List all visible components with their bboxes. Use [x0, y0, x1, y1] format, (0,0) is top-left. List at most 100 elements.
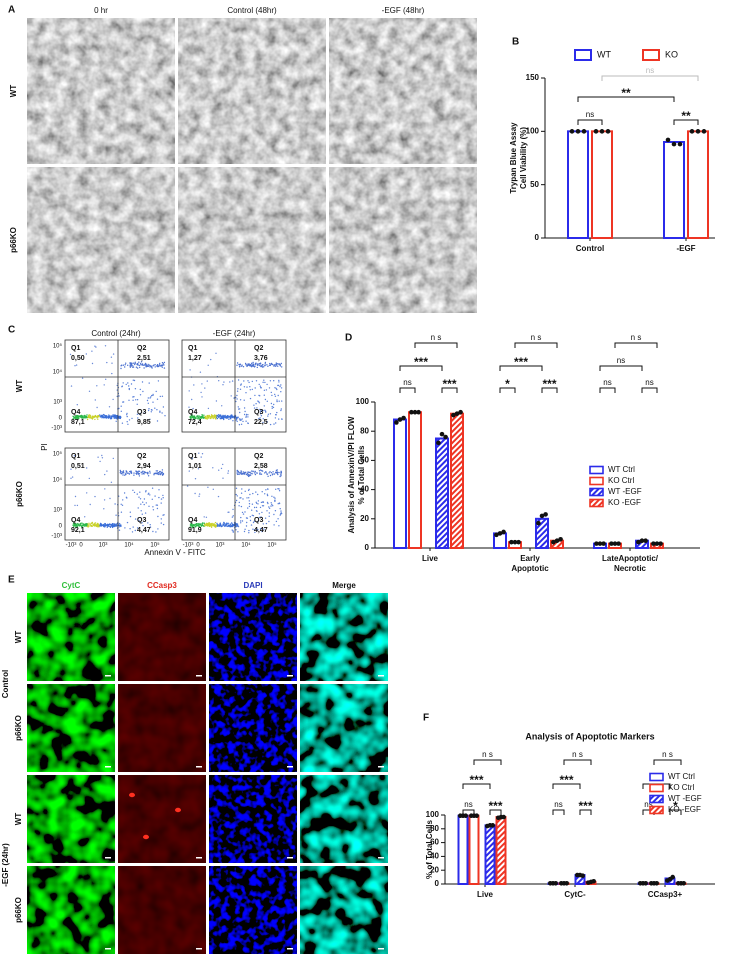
event-dot — [254, 394, 256, 397]
group-label: Control — [1, 670, 10, 698]
event-dot — [127, 423, 129, 425]
event-dot — [252, 361, 254, 364]
event-dot — [269, 423, 272, 426]
event-dot — [149, 418, 151, 420]
y-axis-label: % of Total Cells — [425, 819, 434, 879]
event-dot — [240, 516, 242, 519]
scale-bar — [196, 766, 202, 768]
event-dot — [111, 372, 113, 375]
event-dot — [152, 393, 154, 396]
event-dot — [249, 364, 251, 366]
event-dot — [153, 472, 155, 475]
event-dot — [116, 384, 118, 387]
event-dot — [197, 416, 199, 418]
event-dot — [260, 387, 262, 389]
event-dot — [258, 402, 261, 404]
event-dot — [104, 526, 106, 528]
event-dot — [238, 424, 241, 426]
x-tick-label: Necrotic — [614, 564, 647, 573]
event-dot — [237, 470, 240, 473]
event-dot — [257, 500, 260, 502]
event-dot — [149, 494, 151, 496]
event-dot — [127, 364, 129, 366]
quadrant-value: 9,85 — [137, 419, 151, 426]
event-dot — [245, 416, 247, 418]
event-dot — [137, 472, 139, 474]
data-point — [636, 539, 641, 545]
x-tick-label: Control — [576, 244, 604, 253]
event-dot — [83, 417, 85, 419]
event-dot — [232, 531, 234, 533]
event-dot — [103, 499, 106, 501]
event-dot — [264, 493, 266, 495]
event-dot — [134, 518, 137, 520]
event-dot — [238, 501, 240, 504]
event-dot — [253, 470, 255, 472]
event-dot — [275, 387, 277, 390]
event-dot — [136, 399, 139, 401]
data-point — [543, 512, 548, 517]
panel-label: D — [345, 333, 352, 344]
significance-bracket — [541, 387, 558, 393]
quadrant-value: 87,1 — [71, 419, 85, 426]
event-dot — [139, 491, 141, 493]
x-tick-label: 10³ — [216, 543, 225, 549]
event-dot — [268, 515, 270, 517]
event-dot — [262, 409, 264, 412]
event-dot — [245, 525, 248, 527]
data-point — [695, 129, 701, 134]
event-dot — [271, 394, 273, 397]
event-dot — [132, 366, 134, 368]
event-dot — [103, 524, 105, 527]
event-dot — [237, 379, 240, 381]
legend-swatch — [649, 783, 664, 793]
column-header: 0 hr — [94, 6, 108, 15]
event-dot — [121, 422, 124, 424]
event-dot — [114, 416, 116, 418]
event-dot — [237, 531, 239, 533]
event-dot — [89, 416, 91, 419]
event-dot — [134, 361, 136, 363]
event-dot — [280, 408, 282, 410]
event-dot — [146, 399, 149, 402]
event-dot — [232, 515, 234, 517]
quadrant-value: 0,50 — [71, 355, 85, 362]
event-dot — [273, 513, 275, 516]
event-dot — [122, 471, 125, 473]
y-tick-label: 40 — [360, 485, 369, 494]
event-dot — [235, 487, 238, 489]
event-dot — [270, 472, 273, 474]
y-tick-label: 10⁵ — [53, 343, 63, 350]
event-dot — [137, 470, 140, 472]
event-dot — [156, 409, 158, 411]
event-dot — [273, 380, 275, 382]
significance-label: ** — [681, 109, 691, 123]
fluorescence-image — [300, 775, 388, 863]
event-dot — [162, 523, 165, 526]
event-dot — [74, 365, 76, 367]
legend-swatch — [589, 476, 604, 486]
event-dot — [191, 525, 193, 528]
scale-bar — [196, 857, 202, 859]
event-dot — [194, 526, 197, 528]
event-dot — [215, 418, 217, 420]
event-dot — [268, 512, 270, 514]
event-dot — [73, 455, 76, 457]
event-dot — [114, 415, 116, 417]
event-dot — [139, 394, 142, 396]
column-header: DAPI — [243, 581, 262, 590]
event-dot — [235, 529, 237, 531]
event-dot — [244, 490, 246, 492]
event-dot — [269, 413, 272, 415]
event-dot — [153, 364, 155, 366]
event-dot — [252, 521, 255, 524]
event-dot — [144, 364, 146, 366]
event-dot — [156, 398, 159, 400]
event-dot — [264, 472, 266, 474]
event-dot — [232, 530, 234, 532]
bar — [450, 412, 464, 549]
event-dot — [222, 477, 224, 479]
event-dot — [142, 390, 144, 393]
significance-bracket — [552, 783, 581, 789]
legend-label: WT -EGF — [668, 794, 702, 803]
